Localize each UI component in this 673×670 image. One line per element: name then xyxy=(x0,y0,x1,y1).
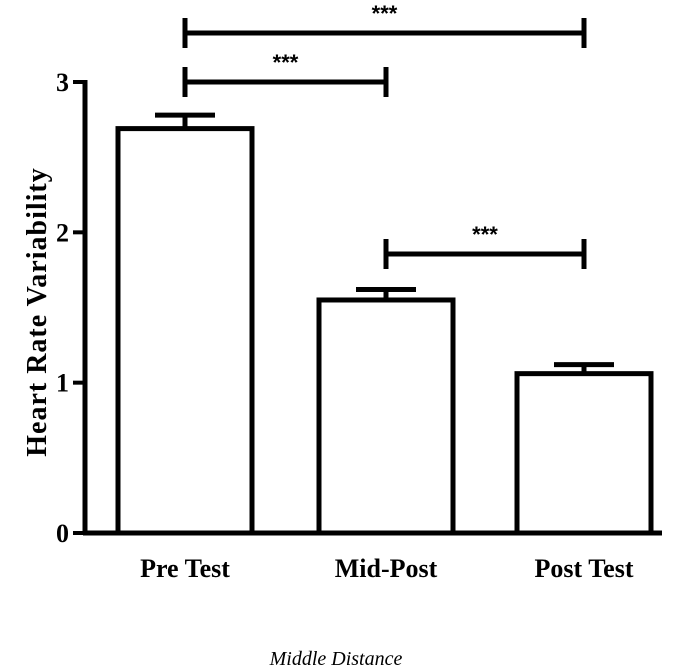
x-category-labels: Pre Test Mid-Post Post Test xyxy=(140,554,634,583)
significance-label: *** xyxy=(472,222,498,247)
significance-label: *** xyxy=(372,1,398,26)
x-category-label: Post Test xyxy=(535,554,634,583)
y-ticks: 0 1 2 3 xyxy=(56,68,85,548)
bar xyxy=(514,371,654,536)
bar xyxy=(316,297,456,536)
significance-brackets: *** *** *** xyxy=(182,1,587,269)
bar xyxy=(115,126,255,536)
x-axis-label: Middle Distance xyxy=(269,648,403,670)
bars xyxy=(115,112,654,536)
significance-label: *** xyxy=(273,50,299,75)
y-axis-label: Heart Rate Variability xyxy=(22,167,53,457)
y-tick-label: 2 xyxy=(56,218,69,247)
x-category-label: Pre Test xyxy=(140,554,230,583)
axes xyxy=(82,80,662,536)
x-category-label: Mid-Post xyxy=(335,554,438,583)
y-tick-label: 3 xyxy=(56,68,69,97)
y-tick-label: 0 xyxy=(56,519,69,548)
y-tick-label: 1 xyxy=(56,369,69,398)
